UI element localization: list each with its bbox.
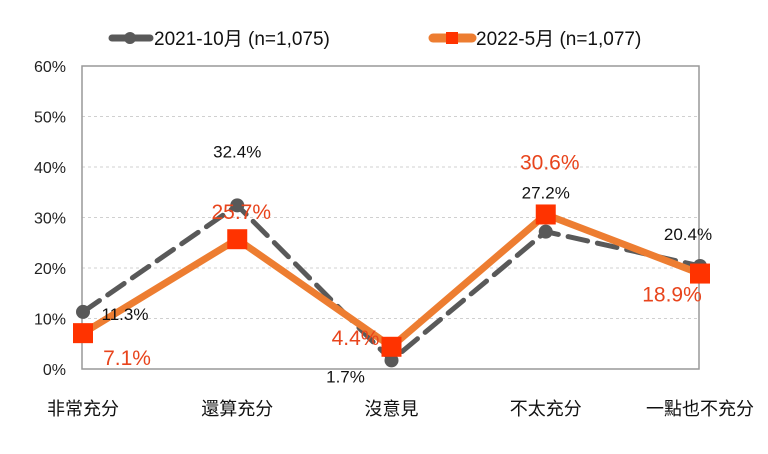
data-label-2021-10: 1.7% [326, 367, 365, 386]
data-label-2022-5: 7.1% [103, 347, 151, 370]
data-point-2022-5 [690, 263, 710, 284]
x-category-label: 還算充分 [201, 399, 273, 419]
y-tick-label: 0% [43, 362, 66, 379]
y-tick-label: 10% [34, 312, 66, 329]
data-label-2021-10: 20.4% [664, 225, 712, 244]
y-tick-label: 40% [34, 160, 66, 177]
legend-label-2021-10: 2021-10月 (n=1,075) [154, 29, 330, 50]
plot-area-border [81, 65, 700, 370]
data-point-2022-5 [227, 229, 248, 250]
data-point-2021-10 [538, 224, 553, 239]
legend-label-2022-5: 2022-5月 (n=1,077) [476, 29, 641, 50]
legend-marker-2021-10 [124, 32, 136, 44]
series-line-2022-5 [81, 210, 702, 351]
y-tick-label: 60% [34, 59, 66, 76]
legend-marker-2022-5 [446, 32, 458, 44]
x-category-label: 不太充分 [510, 399, 582, 419]
data-point-2022-5 [535, 204, 556, 225]
x-category-label: 一點也不充分 [646, 399, 754, 419]
x-category-label: 沒意見 [365, 399, 419, 419]
data-point-2022-5 [381, 336, 402, 357]
data-point-2021-10 [230, 198, 245, 213]
data-label-2021-10: 11.3% [102, 305, 149, 324]
data-label-2021-10: 32.4% [213, 142, 261, 161]
data-label-2022-5: 30.6% [520, 151, 580, 174]
y-tick-label: 50% [34, 110, 66, 127]
data-point-2021-10 [384, 353, 399, 368]
data-point-2021-10 [76, 304, 90, 319]
data-point-2022-5 [73, 323, 93, 344]
data-label-2021-10: 27.2% [522, 184, 570, 203]
y-tick-label: 20% [34, 261, 66, 278]
y-tick-label: 30% [34, 211, 66, 228]
x-category-label: 非常充分 [47, 399, 119, 419]
data-label-2022-5: 18.9% [642, 284, 702, 307]
data-label-2022-5: 4.4% [332, 327, 380, 350]
data-label-2022-5: 25.7% [211, 201, 271, 224]
